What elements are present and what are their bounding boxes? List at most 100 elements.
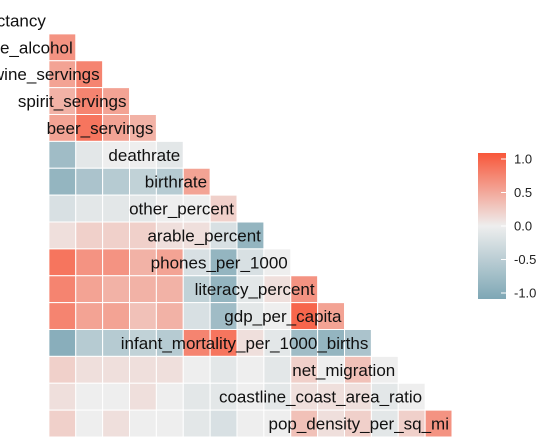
heatmap-cell [236,382,265,411]
heatmap-cell [155,409,184,437]
heatmap-cell [75,382,104,411]
variable-label: birthrate [145,173,207,192]
heatmap-cell [290,275,319,304]
variable-label: beer_servings [47,119,154,138]
heatmap-cell [236,221,265,250]
variable-label: wine_servings [0,65,100,84]
heatmap-cell [75,194,104,223]
heatmap-cell [182,355,211,384]
heatmap-cell [102,355,131,384]
heatmap-cell [75,140,104,169]
heatmap-cell [290,409,319,437]
heatmap-cell [236,409,265,437]
heatmap-cell [317,409,346,437]
heatmap-cell [48,409,77,437]
heatmap-cell [129,382,157,411]
heatmap-cell [48,140,77,169]
heatmap-cell [290,355,319,384]
legend-tick-label: 0.0 [514,219,532,234]
heatmap-cell [129,355,157,384]
heatmap-cell [209,409,238,437]
heatmap-cell [263,355,292,384]
heatmap-cell [344,409,372,437]
heatmap-cell [236,329,265,357]
legend-tick-label: 1.0 [514,152,532,167]
heatmap-cell [75,329,104,357]
heatmap-cell [155,355,184,384]
heatmap-cell [48,275,77,304]
heatmap-cell [48,194,77,223]
heatmap-plot-area: life_expectancy total_litres_of_pure_alco… [0,11,452,437]
heatmap-cell [263,302,292,331]
heatmap-cell [48,221,77,250]
heatmap-cell [102,87,131,116]
heatmap-cell [236,275,265,304]
heatmap-cell [102,329,131,357]
heatmap-cell [48,248,77,277]
heatmap-cell [155,167,184,196]
heatmap-cell [263,248,292,277]
heatmap-cell [209,355,238,384]
heatmap-cell [182,409,211,437]
legend-tick-label: -1.0 [514,286,536,301]
variable-label: deathrate [108,146,180,165]
heatmap-cell [155,302,184,331]
heatmap-cell [102,382,131,411]
heatmap-cell [75,275,104,304]
variable-label: other_percent [129,200,234,219]
legend-tick-label: -0.5 [514,252,536,267]
heatmap-cell [75,409,104,437]
heatmap-cell [75,355,104,384]
heatmap-cell [75,167,104,196]
heatmap-cell [129,275,157,304]
heatmap-cell [102,275,131,304]
variable-label: spirit_servings [18,92,127,111]
heatmap-cell [263,329,292,357]
heatmap-cell [424,409,452,437]
heatmap-cell [209,329,238,357]
variable-label: total_litres_of_pure_alcohol [0,38,73,57]
variable-label: life_expectancy [0,11,46,30]
heatmap-cell [102,221,131,250]
heatmap-cell [155,275,184,304]
heatmap-cell [129,302,157,331]
heatmap-cell [370,382,399,411]
heatmap-cell [129,114,157,142]
heatmap-cell [75,248,104,277]
heatmap-cell [209,382,238,411]
variable-label: gdp_per_capita [224,307,342,326]
heatmap-cell [182,248,211,277]
variable-label: literacy_percent [195,280,315,299]
heatmap-cell [236,355,265,384]
heatmap-cell [317,302,346,331]
heatmap-cell [182,275,211,304]
heatmap-cell [182,382,211,411]
heatmap-cell [48,167,77,196]
heatmap-cell [344,382,372,411]
heatmap-cells [48,33,452,437]
heatmap-cell [370,355,399,384]
variable-label: net_migration [292,361,395,380]
color-legend: 1.0 0.5 0.0 -0.5 -1.0 [478,152,536,301]
heatmap-cell [75,114,104,142]
heatmap-cell [48,33,77,62]
heatmap-cell [102,167,131,196]
heatmap-cell [129,409,157,437]
heatmap-cell [317,329,346,357]
heatmap-cell [48,329,77,357]
variable-label: phones_per_1000 [151,253,288,272]
heatmap-cell [182,167,211,196]
heatmap-cell [129,140,157,169]
legend-ticks: 1.0 0.5 0.0 -0.5 -1.0 [501,152,536,301]
heatmap-cell [317,355,346,384]
variable-label: pop_density_per_sq_mi [268,415,449,434]
heatmap-cell [102,409,131,437]
heatmap-cell [75,221,104,250]
variable-label: infant_mortality_per_1000_births [121,334,369,353]
legend-tick-label: 0.5 [514,185,532,200]
heatmap-cell [129,167,157,196]
heatmap-cell [48,355,77,384]
variable-label: arable_percent [147,226,261,245]
heatmap-cell [75,302,104,331]
